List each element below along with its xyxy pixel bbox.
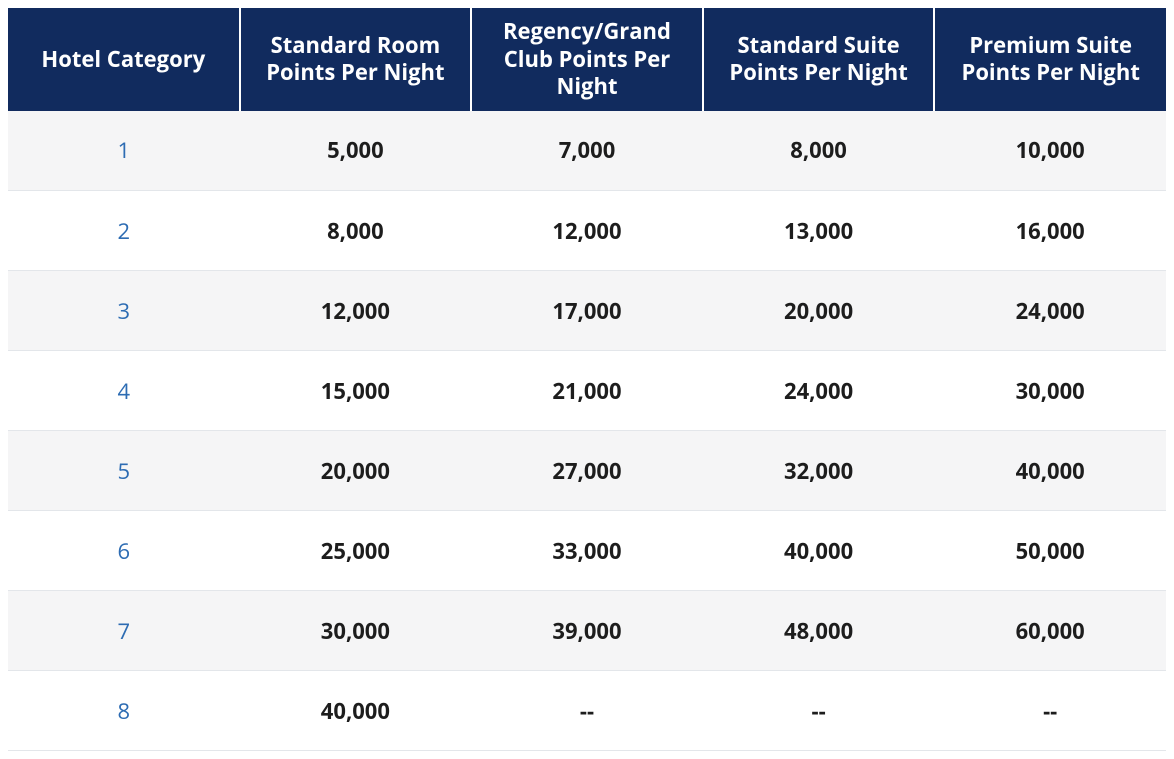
table-row: 840,000------: [8, 671, 1166, 751]
column-header: Standard Room Points Per Night: [240, 8, 472, 111]
points-cell: 15,000: [240, 351, 472, 431]
table-row: 625,00033,00040,00050,000: [8, 511, 1166, 591]
column-header: Premium Suite Points Per Night: [934, 8, 1166, 111]
column-header: Standard Suite Points Per Night: [703, 8, 935, 111]
hotel-category-link[interactable]: 2: [8, 191, 240, 271]
points-cell: --: [703, 671, 935, 751]
points-cell: 24,000: [934, 271, 1166, 351]
points-cell: 17,000: [471, 271, 703, 351]
hotel-category-link[interactable]: 4: [8, 351, 240, 431]
points-cell: 60,000: [934, 591, 1166, 671]
points-cell: 40,000: [703, 511, 935, 591]
points-cell: 48,000: [703, 591, 935, 671]
points-cell: 40,000: [934, 431, 1166, 511]
hotel-category-link[interactable]: 8: [8, 671, 240, 751]
table-row: 312,00017,00020,00024,000: [8, 271, 1166, 351]
points-cell: 13,000: [703, 191, 935, 271]
column-header: Hotel Category: [8, 8, 240, 111]
hotel-category-link[interactable]: 5: [8, 431, 240, 511]
points-cell: 8,000: [703, 111, 935, 191]
points-cell: 7,000: [471, 111, 703, 191]
points-cell: 24,000: [703, 351, 935, 431]
points-cell: 12,000: [471, 191, 703, 271]
points-cell: 8,000: [240, 191, 472, 271]
table-row: 520,00027,00032,00040,000: [8, 431, 1166, 511]
points-cell: 27,000: [471, 431, 703, 511]
points-cell: 12,000: [240, 271, 472, 351]
table-row: 28,00012,00013,00016,000: [8, 191, 1166, 271]
points-cell: 40,000: [240, 671, 472, 751]
column-header: Regency/Grand Club Points Per Night: [471, 8, 703, 111]
table-row: 730,00039,00048,00060,000: [8, 591, 1166, 671]
points-cell: 21,000: [471, 351, 703, 431]
points-cell: 10,000: [934, 111, 1166, 191]
table-body: 15,0007,0008,00010,00028,00012,00013,000…: [8, 111, 1166, 751]
hotel-category-link[interactable]: 1: [8, 111, 240, 191]
hotel-category-link[interactable]: 6: [8, 511, 240, 591]
table-header: Hotel CategoryStandard Room Points Per N…: [8, 8, 1166, 111]
table-row: 15,0007,0008,00010,000: [8, 111, 1166, 191]
points-cell: --: [934, 671, 1166, 751]
points-cell: 16,000: [934, 191, 1166, 271]
points-table: Hotel CategoryStandard Room Points Per N…: [8, 8, 1166, 751]
points-cell: --: [471, 671, 703, 751]
points-cell: 33,000: [471, 511, 703, 591]
table-row: 415,00021,00024,00030,000: [8, 351, 1166, 431]
hotel-category-link[interactable]: 7: [8, 591, 240, 671]
points-cell: 20,000: [240, 431, 472, 511]
points-cell: 32,000: [703, 431, 935, 511]
points-cell: 30,000: [240, 591, 472, 671]
hotel-category-link[interactable]: 3: [8, 271, 240, 351]
points-cell: 30,000: [934, 351, 1166, 431]
points-cell: 25,000: [240, 511, 472, 591]
points-cell: 5,000: [240, 111, 472, 191]
points-cell: 20,000: [703, 271, 935, 351]
points-cell: 39,000: [471, 591, 703, 671]
points-cell: 50,000: [934, 511, 1166, 591]
